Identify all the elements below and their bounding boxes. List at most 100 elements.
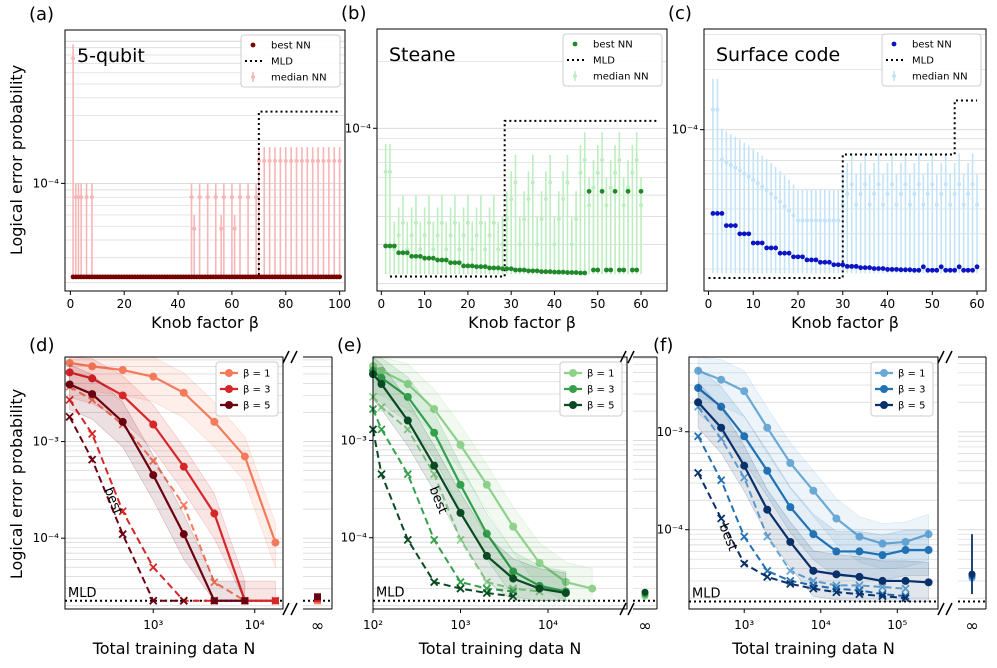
y-tick-label: 10⁻⁴ [341,531,368,545]
median-point [240,452,249,461]
median-point [118,391,127,400]
median-nn-point [326,158,331,163]
best-nn-point [746,231,752,237]
best-nn-point [885,266,890,272]
median-point [179,530,188,539]
median-nn-point [782,204,787,209]
legend-label: β = 3 [587,385,614,396]
median-nn-point [778,199,783,204]
median-nn-point [283,158,288,163]
x-tick-label: 20 [460,297,475,311]
median-point [855,532,864,541]
best-nn-point [723,223,729,229]
best-nn-point [625,188,631,194]
median-nn-point [500,242,505,247]
median-nn-point [898,191,903,196]
best-marker [786,576,795,586]
best-nn-point [396,250,402,256]
best-nn-point [638,188,644,194]
best-nn-point [862,265,868,271]
best-nn-point [911,267,917,273]
x-tick-label: 10 [417,297,432,311]
median-nn-point [764,188,769,193]
median-nn-point [715,107,720,112]
best-nn-point [938,264,944,270]
median-point [65,359,74,368]
best-nn-point [965,267,971,273]
legend-box [562,33,663,87]
median-nn-point [836,218,841,223]
median-nn-point [639,203,644,208]
best-marker [717,514,726,523]
best-nn-point [387,243,393,249]
median-nn-point [634,157,639,162]
median-point [403,380,412,389]
best-nn-point [970,267,975,273]
x-tick-label: 30 [835,297,850,311]
median-nn-point [930,182,935,187]
best-marker [403,425,412,434]
axes-frame [64,29,346,292]
x-tick-label: 0 [378,297,386,311]
best-nn-point [591,267,596,273]
median-nn-point [921,202,926,207]
x-tick-label: 100 [328,297,351,311]
best-marker [149,596,158,605]
median-nn-point [192,226,197,231]
best-marker [855,589,864,599]
median-nn-point [496,247,501,252]
median-nn-point [310,158,315,163]
best-nn-point [560,269,566,275]
legend-box [881,33,982,87]
mld-annotation: MLD [376,586,404,601]
median-point [694,398,703,407]
median-nn-point [405,247,410,252]
best-line [69,385,276,602]
best-marker [740,559,749,568]
best-nn-point [974,264,980,270]
best-marker [430,535,439,545]
legend-label: MLD [271,57,293,68]
median-point [88,374,97,383]
best-nn-point [495,265,501,271]
median-nn-point [867,202,872,207]
series-2 [65,356,321,605]
best-nn-point [400,250,406,256]
legend-marker [880,401,888,409]
best-nn-point [465,263,471,269]
best-marker [740,473,749,482]
legend-marker [569,401,577,409]
best-nn-point [715,210,720,216]
best-nn-point [773,245,779,251]
best-nn-point [795,254,801,260]
best-marker [377,470,386,479]
best-marker [740,532,749,541]
median-nn-point [787,208,792,213]
best-nn-point [947,267,953,273]
median-nn-point [431,247,436,252]
median-point [901,576,910,585]
best-nn-point [482,264,488,270]
best-nn-point [849,263,855,269]
median-nn-point [746,174,751,179]
median-nn-point [522,217,527,222]
best-nn-point [543,269,549,275]
median-nn-point [737,168,742,173]
inf-point [314,593,321,601]
best-nn-point [573,270,579,275]
median-nn-point [733,165,738,170]
best-nn-point [858,265,864,271]
best-nn-point [443,257,449,263]
median-nn-series [383,132,644,275]
median-nn-point [278,158,283,163]
median-nn-point [863,182,868,187]
x-tick-label: 80 [278,297,293,311]
median-nn-point [617,157,622,162]
best-marker [786,579,795,588]
best-nn-point [526,268,531,274]
series-1 [368,356,649,602]
median-nn-point [474,233,479,238]
best-nn-point [426,255,432,261]
best-nn-point [487,265,492,271]
median-nn-point [305,158,310,163]
